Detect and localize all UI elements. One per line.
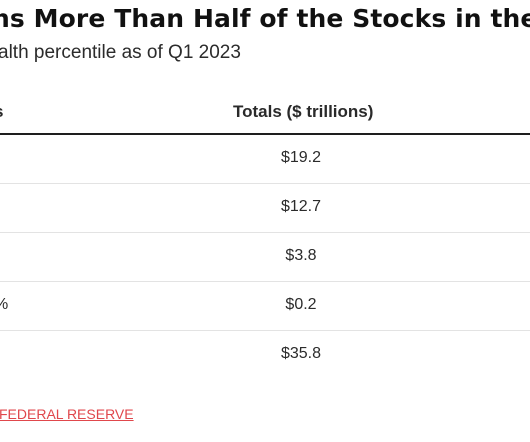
- header-divider: [0, 133, 530, 135]
- row-total: $19.2: [280, 149, 322, 166]
- row-total: $3.8: [285, 247, 317, 264]
- table-header: s Totals ($ trillions): [0, 93, 530, 133]
- table-body: $19.2 $12.7 $3.8 % $0.2 $35.8: [0, 135, 530, 379]
- page-subtitle: alth percentile as of Q1 2023: [0, 42, 241, 63]
- page-title: ns More Than Half of the Stocks in the U…: [0, 4, 530, 33]
- row-label: %: [0, 296, 8, 314]
- row-total: $35.8: [280, 345, 322, 362]
- column-header-totals: Totals ($ trillions): [233, 102, 374, 121]
- source-link[interactable]: FEDERAL RESERVE: [0, 406, 134, 422]
- row-total: $0.2: [285, 296, 317, 313]
- table-row: % $0.2: [0, 282, 530, 331]
- column-header-category: s: [0, 102, 3, 122]
- table-row: $3.8: [0, 233, 530, 282]
- table-row-total: $35.8: [0, 331, 530, 379]
- table-row: $12.7: [0, 184, 530, 233]
- row-total: $12.7: [280, 198, 322, 215]
- table-row: $19.2: [0, 135, 530, 184]
